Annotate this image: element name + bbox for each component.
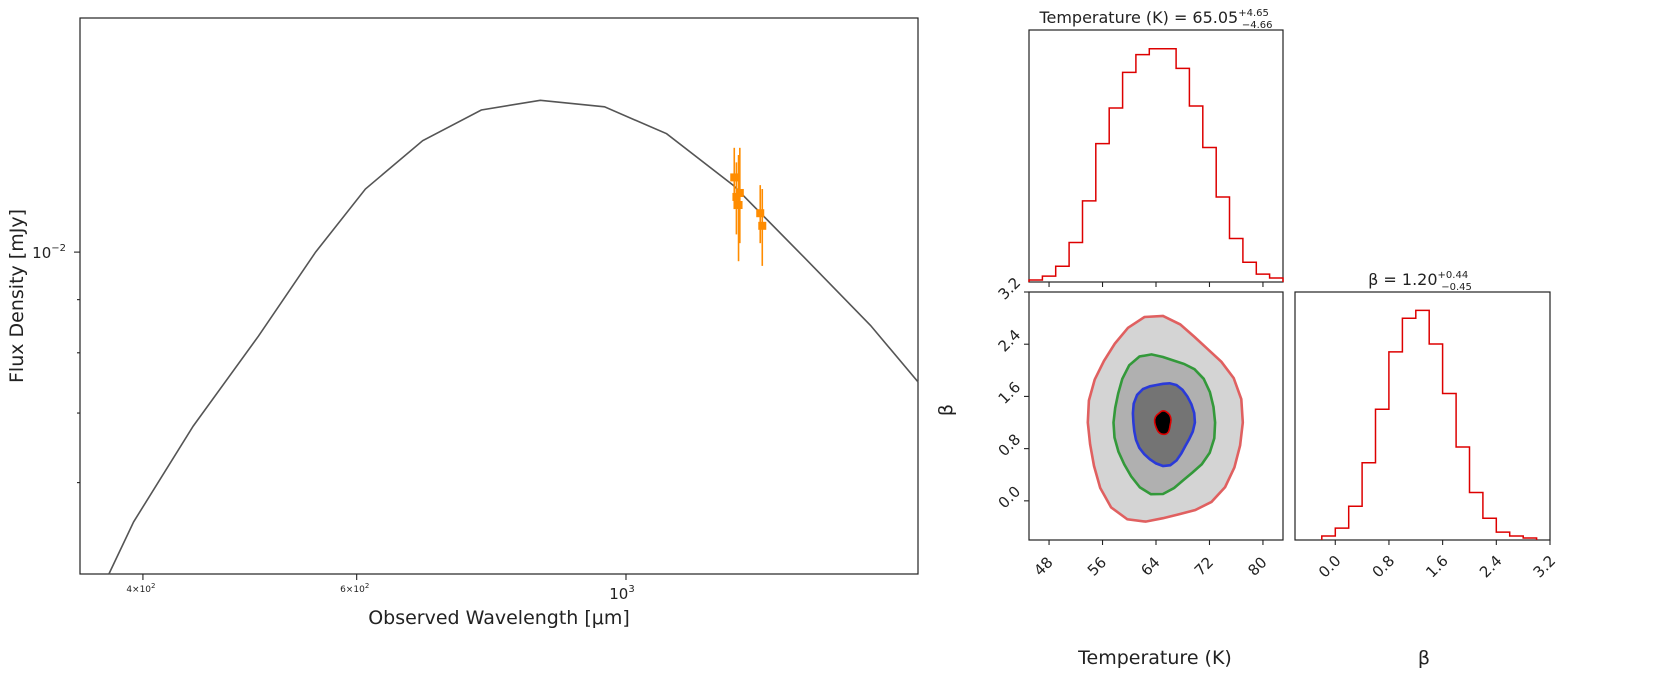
sed-model-line <box>108 99 919 575</box>
sed-obs-point <box>734 201 743 210</box>
sed-obs-point <box>730 173 739 182</box>
beta-hist-ticks: 0.0 0.8 1.6 2.4 3.2 <box>1315 540 1559 581</box>
sed-xtick-label: 6×102 <box>340 582 369 595</box>
temperature-hist-frame <box>1028 29 1284 283</box>
contour-ylabel: β <box>935 404 957 416</box>
beta-hist-xtick-label: 3.2 <box>1530 552 1560 582</box>
beta-hist-xtick-label: 0.0 <box>1315 552 1345 582</box>
sed-xtick-label: 103 <box>609 584 634 603</box>
sed-ticks: 4×102 6×102 103 10−2 <box>32 243 635 603</box>
beta-hist-xtick-label: 0.8 <box>1369 552 1399 582</box>
sed-ytick-label: 10−2 <box>32 243 66 262</box>
beta-hist-steps <box>1321 309 1538 540</box>
contour-layer <box>1086 314 1245 523</box>
temperature-hist-layer <box>1028 47 1284 282</box>
beta-hist-frame <box>1294 291 1551 541</box>
contour-ytick-label: 2.4 <box>995 326 1025 356</box>
sed-obs-point <box>735 188 744 197</box>
beta-hist-xtick-label: 1.6 <box>1422 552 1452 582</box>
sed-observations-layer <box>730 147 767 266</box>
beta-hist-panel: β = 1.20+0.44 −0.45 0.0 0.8 1.6 2.4 3.2 β <box>1294 270 1559 669</box>
beta-xlabel: β <box>1418 647 1430 669</box>
temperature-hist-panel: Temperature (K) = 65.05+4.65 −4.66 <box>1028 8 1284 287</box>
contour-xlabel: Temperature (K) <box>1077 647 1232 669</box>
beta-title: β = 1.20+0.44 −0.45 <box>1368 270 1472 293</box>
temperature-hist-ticks <box>1048 282 1264 287</box>
sed-plot-frame <box>79 17 919 575</box>
temperature-hist-steps <box>1028 47 1284 282</box>
sed-obs-point <box>756 209 765 218</box>
temperature-title: Temperature (K) = 65.05+4.65 −4.66 <box>1038 8 1272 31</box>
beta-hist-layer <box>1321 309 1538 540</box>
contour-xtick-label: 48 <box>1030 553 1056 579</box>
sed-ylabel: Flux Density [mJy] <box>6 209 28 383</box>
contour-ytick-label: 1.6 <box>995 378 1025 408</box>
sed-model-layer <box>108 99 919 575</box>
contour-xtick-label: 56 <box>1084 553 1110 579</box>
contour-ytick-label: 0.8 <box>995 430 1025 460</box>
beta-hist-xtick-label: 2.4 <box>1476 552 1506 582</box>
contour-xtick-label: 64 <box>1137 553 1163 579</box>
contour-ytick-label: 0.0 <box>995 483 1025 513</box>
sed-obs-point <box>758 221 767 230</box>
contour-panel: 48 56 64 72 80 0.0 0.8 1.6 2.4 3.2 Temperature (K… <box>935 274 1284 669</box>
contour-level <box>1153 409 1172 436</box>
sed-xlabel: Observed Wavelength [μm] <box>368 607 630 629</box>
sed-xtick-label: 4×102 <box>126 582 155 595</box>
contour-ytick-label: 3.2 <box>995 274 1025 304</box>
contour-xtick-label: 80 <box>1244 553 1270 579</box>
sed-plot: 4×102 6×102 103 10−2 Observed Wavelength [μ… <box>6 17 919 629</box>
contour-xtick-label: 72 <box>1191 553 1217 579</box>
